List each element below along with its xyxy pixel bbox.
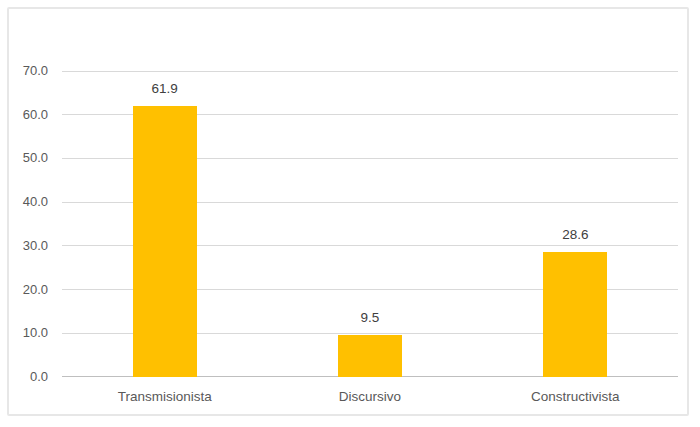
bar-value-label: 9.5 [325, 310, 415, 326]
category-label: Discursivo [267, 389, 472, 405]
y-tick-label: 50.0 [10, 150, 48, 166]
y-tick-label: 0.0 [10, 369, 48, 385]
bar-value-label: 28.6 [530, 227, 620, 243]
y-axis: 70.060.050.040.030.020.010.00.0 [10, 71, 48, 377]
category-label: Constructivista [473, 389, 678, 405]
gridline [62, 71, 678, 72]
y-tick-label: 40.0 [10, 194, 48, 210]
bar-value-label: 61.9 [120, 81, 210, 97]
y-tick-label: 70.0 [10, 63, 48, 79]
category-label: Transmisionista [62, 389, 267, 405]
bar [338, 335, 402, 377]
x-axis: TransmisionistaDiscursivoConstructivista [62, 389, 678, 407]
bar-chart: 70.0 60.0 50.0 40.0 30.0 20.0 10.0 0.0 61.9 9.5 2… [0, 0, 700, 427]
y-tick-label: 20.0 [10, 282, 48, 298]
bar [133, 106, 197, 377]
y-tick-label: 30.0 [10, 238, 48, 254]
plot-area: 61.9 9.5 28.6 [62, 71, 678, 377]
bar [543, 252, 607, 377]
y-tick-label: 60.0 [10, 107, 48, 123]
y-tick-label: 10.0 [10, 325, 48, 341]
